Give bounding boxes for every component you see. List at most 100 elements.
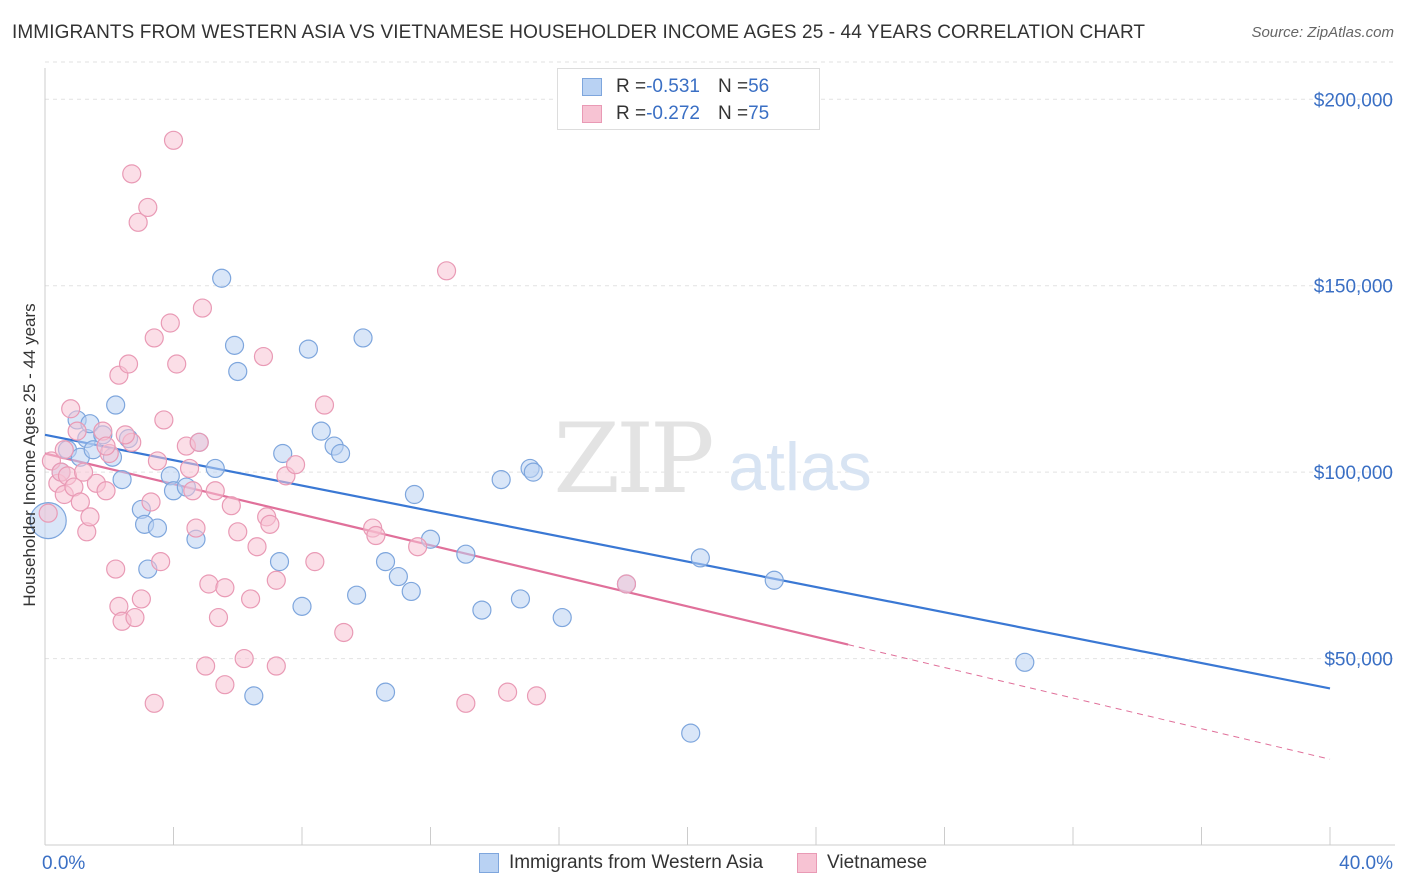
point-western-asia	[764, 570, 784, 590]
point-vietnamese	[38, 503, 58, 523]
point-vietnamese	[305, 552, 325, 572]
point-vietnamese	[260, 514, 280, 534]
point-vietnamese	[241, 589, 261, 609]
point-western-asia	[205, 458, 225, 479]
point-western-asia	[292, 596, 312, 616]
data-points	[29, 130, 1035, 743]
legend-r-label: R =	[616, 103, 647, 124]
point-western-asia	[212, 268, 232, 288]
tick-labels: $50,000 $100,000 $150,000 $200,000 0.0% 40.0%	[42, 90, 1393, 874]
chart-title: IMMIGRANTS FROM WESTERN ASIA VS VIETNAME…	[12, 22, 1146, 43]
legend-r-value: -0.531	[646, 76, 700, 97]
point-vietnamese	[215, 578, 235, 598]
point-vietnamese	[122, 164, 142, 184]
point-western-asia	[353, 328, 373, 348]
point-western-asia	[456, 544, 476, 564]
point-western-asia	[388, 566, 408, 587]
y-tick-label: $100,000	[1314, 463, 1393, 484]
chart-source: Source: ZipAtlas.com	[1251, 24, 1394, 41]
point-western-asia	[244, 686, 264, 706]
point-vietnamese	[96, 436, 116, 456]
point-vietnamese	[163, 130, 184, 150]
point-vietnamese	[247, 537, 267, 557]
point-vietnamese	[96, 481, 116, 501]
point-vietnamese	[160, 313, 180, 333]
axes	[44, 68, 1395, 846]
point-vietnamese	[314, 395, 335, 415]
point-vietnamese	[154, 410, 174, 430]
point-western-asia	[401, 581, 421, 602]
point-vietnamese	[205, 481, 225, 501]
point-vietnamese	[526, 686, 547, 706]
point-western-asia	[472, 600, 492, 620]
point-western-asia	[269, 552, 290, 572]
trend-line-western-asia	[44, 433, 1331, 690]
point-vietnamese	[144, 328, 164, 348]
point-vietnamese	[208, 607, 229, 628]
point-western-asia	[311, 421, 331, 441]
point-vietnamese	[54, 440, 74, 460]
y-tick-label: $50,000	[1324, 650, 1393, 671]
point-vietnamese	[266, 570, 286, 590]
legend-swatch-pink	[582, 105, 602, 123]
watermark: ZIP atlas	[553, 403, 871, 515]
point-vietnamese	[189, 432, 209, 452]
legend-n-label: N =	[717, 103, 749, 124]
point-vietnamese	[144, 693, 164, 713]
point-vietnamese	[73, 462, 94, 482]
point-western-asia	[273, 443, 293, 464]
point-vietnamese	[125, 607, 145, 628]
point-vietnamese	[115, 425, 135, 445]
legend-series-name: Vietnamese	[827, 852, 928, 873]
point-vietnamese	[141, 492, 161, 512]
legend-r-value: -0.272	[646, 103, 700, 124]
point-vietnamese	[196, 656, 216, 676]
point-vietnamese	[616, 574, 637, 594]
legend-row-vietnamese: R = -0.272 N = 75	[582, 102, 769, 126]
legend-r-label: R =	[616, 76, 647, 97]
point-western-asia	[375, 682, 396, 702]
point-vietnamese	[192, 298, 213, 318]
point-western-asia	[228, 361, 248, 382]
point-vietnamese	[228, 522, 248, 542]
legend-item-western-asia: Immigrants from Western Asia	[478, 852, 764, 874]
point-vietnamese	[67, 421, 87, 441]
legend-series-name: Immigrants from Western Asia	[508, 852, 764, 873]
point-vietnamese	[151, 552, 171, 572]
legend-swatch-pink	[797, 853, 818, 873]
legend-item-vietnamese: Vietnamese	[797, 852, 927, 874]
point-vietnamese	[456, 693, 476, 713]
point-vietnamese	[266, 656, 286, 676]
point-vietnamese	[138, 197, 158, 218]
point-vietnamese	[106, 559, 126, 579]
point-vietnamese	[498, 682, 518, 702]
point-western-asia	[1015, 652, 1035, 672]
x-tick-label: 0.0%	[42, 853, 85, 874]
point-western-asia	[552, 607, 572, 628]
series-legend: Immigrants from Western Asia Vietnamese	[0, 852, 1406, 874]
point-vietnamese	[234, 648, 254, 669]
point-vietnamese	[436, 261, 457, 281]
point-western-asia	[491, 470, 511, 490]
point-vietnamese	[334, 622, 354, 643]
point-western-asia	[112, 470, 132, 490]
point-western-asia	[224, 335, 245, 355]
point-vietnamese	[285, 455, 306, 475]
point-vietnamese	[147, 451, 168, 471]
correlation-legend: R = -0.531 N = 56 R = -0.272 N = 75	[557, 68, 820, 130]
point-western-asia	[375, 552, 396, 572]
point-vietnamese	[199, 574, 219, 594]
point-vietnamese	[408, 537, 428, 557]
point-western-asia	[298, 339, 319, 359]
legend-n-label: N =	[717, 76, 749, 97]
y-tick-label: $200,000	[1314, 90, 1393, 111]
x-tick-label: 40.0%	[1339, 853, 1393, 874]
point-western-asia	[106, 395, 126, 415]
legend-swatch-blue	[478, 853, 499, 873]
point-western-asia	[347, 585, 367, 605]
legend-n-value: 56	[748, 76, 770, 97]
trend-line-vietnamese-extension	[848, 644, 1331, 760]
point-vietnamese	[128, 212, 148, 232]
point-vietnamese	[215, 675, 235, 695]
legend-n-value: 75	[748, 103, 770, 124]
